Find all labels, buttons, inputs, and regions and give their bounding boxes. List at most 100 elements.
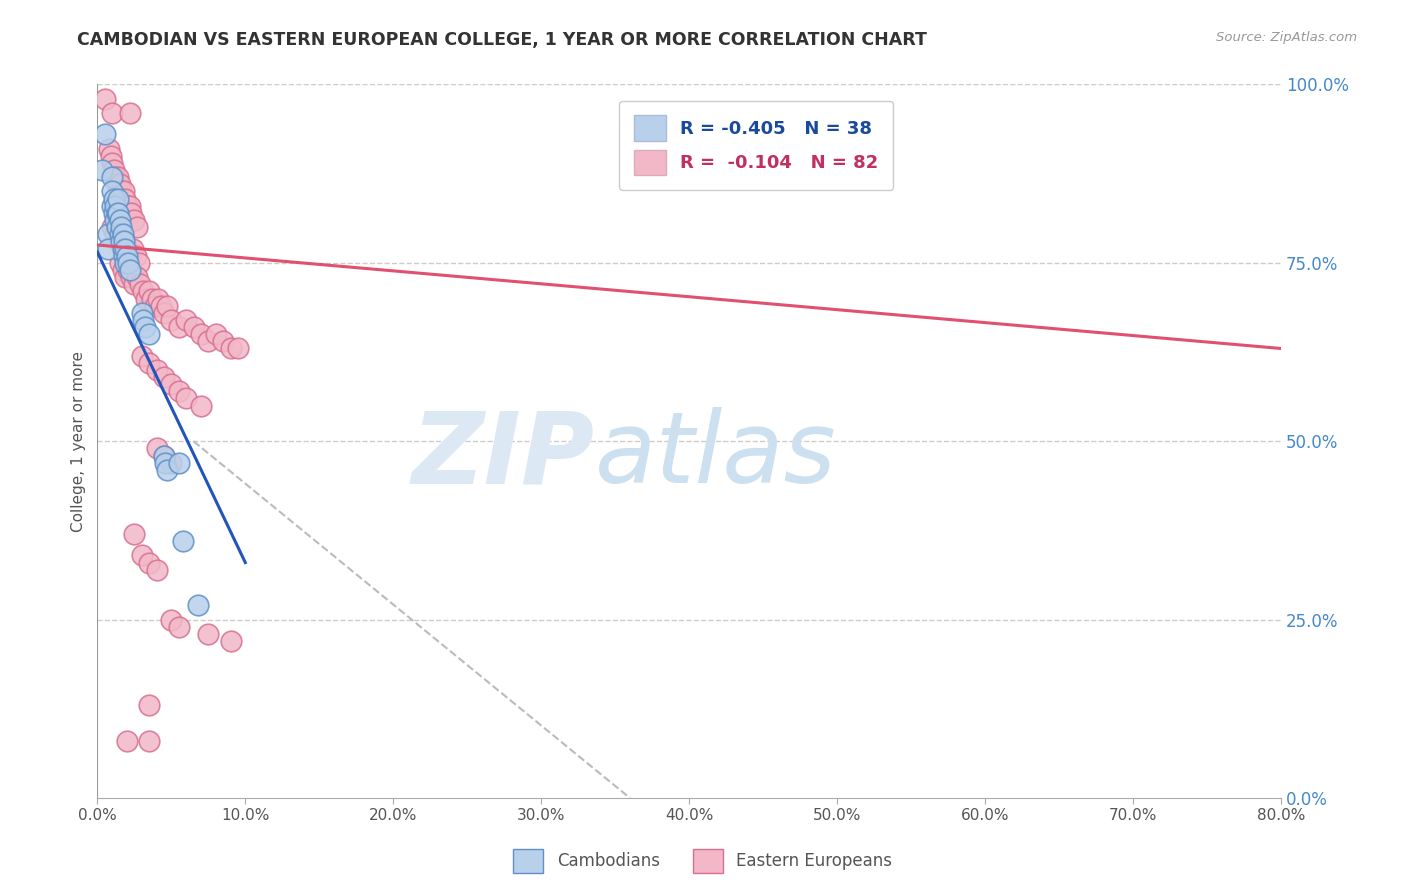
Point xyxy=(105,220,128,235)
Point xyxy=(110,220,132,235)
Point xyxy=(94,92,117,106)
Point xyxy=(167,384,190,399)
Point xyxy=(118,249,141,263)
Point xyxy=(114,242,136,256)
Point xyxy=(145,442,167,456)
Point xyxy=(103,192,125,206)
Point xyxy=(160,456,183,470)
Point xyxy=(107,235,129,249)
Point xyxy=(129,277,152,292)
Point xyxy=(112,235,135,249)
Point xyxy=(107,192,129,206)
Point xyxy=(138,285,160,299)
Point xyxy=(160,613,183,627)
Text: Source: ZipAtlas.com: Source: ZipAtlas.com xyxy=(1216,31,1357,45)
Point xyxy=(108,213,131,227)
Point xyxy=(127,220,149,235)
Point xyxy=(114,192,136,206)
Point xyxy=(108,256,131,270)
Point xyxy=(141,292,163,306)
Point xyxy=(138,327,160,342)
Point xyxy=(138,556,160,570)
Text: CAMBODIAN VS EASTERN EUROPEAN COLLEGE, 1 YEAR OR MORE CORRELATION CHART: CAMBODIAN VS EASTERN EUROPEAN COLLEGE, 1… xyxy=(77,31,927,49)
Point xyxy=(94,128,117,142)
Point xyxy=(104,199,127,213)
Point xyxy=(156,463,179,477)
Point xyxy=(197,627,219,641)
Point xyxy=(118,263,141,277)
Point xyxy=(172,534,194,549)
Point xyxy=(111,242,134,256)
Point xyxy=(120,206,142,220)
Point xyxy=(131,306,153,320)
Point xyxy=(108,178,131,192)
Point xyxy=(131,549,153,563)
Point xyxy=(183,320,205,334)
Point xyxy=(101,106,124,120)
Point xyxy=(197,334,219,349)
Point xyxy=(153,306,176,320)
Point xyxy=(167,320,190,334)
Point xyxy=(155,456,177,470)
Point xyxy=(101,156,124,170)
Point xyxy=(112,185,135,199)
Legend: Cambodians, Eastern Europeans: Cambodians, Eastern Europeans xyxy=(506,842,900,880)
Point xyxy=(115,249,138,263)
Point xyxy=(131,349,153,363)
Point xyxy=(107,170,129,185)
Legend: R = -0.405   N = 38, R =  -0.104   N = 82: R = -0.405 N = 38, R = -0.104 N = 82 xyxy=(619,101,893,190)
Point xyxy=(100,149,122,163)
Point xyxy=(107,206,129,220)
Point xyxy=(115,199,138,213)
Text: atlas: atlas xyxy=(595,407,837,504)
Point xyxy=(101,185,124,199)
Point xyxy=(101,220,124,235)
Point xyxy=(190,327,212,342)
Point xyxy=(212,334,235,349)
Point xyxy=(124,277,146,292)
Point xyxy=(105,206,128,220)
Point xyxy=(149,299,172,313)
Point xyxy=(111,263,134,277)
Point xyxy=(111,227,134,242)
Point xyxy=(117,256,139,270)
Point xyxy=(118,199,141,213)
Point xyxy=(219,342,242,356)
Point xyxy=(121,242,143,256)
Point xyxy=(117,206,139,220)
Point xyxy=(174,313,197,327)
Point xyxy=(190,399,212,413)
Point xyxy=(134,320,156,334)
Point xyxy=(174,392,197,406)
Point xyxy=(160,377,183,392)
Point xyxy=(138,698,160,713)
Point xyxy=(226,342,249,356)
Point xyxy=(90,163,112,178)
Point xyxy=(128,256,150,270)
Point xyxy=(110,227,132,242)
Point xyxy=(110,185,132,199)
Point xyxy=(124,527,146,541)
Point xyxy=(204,327,226,342)
Point xyxy=(138,734,160,748)
Point xyxy=(167,620,190,634)
Point xyxy=(103,206,125,220)
Point xyxy=(125,249,148,263)
Point xyxy=(156,299,179,313)
Point xyxy=(135,292,157,306)
Point xyxy=(124,213,146,227)
Point xyxy=(167,456,190,470)
Point xyxy=(103,163,125,178)
Point xyxy=(138,356,160,370)
Point xyxy=(153,449,176,463)
Point xyxy=(101,199,124,213)
Point xyxy=(143,299,166,313)
Point xyxy=(104,227,127,242)
Point xyxy=(146,292,169,306)
Point xyxy=(115,242,138,256)
Point xyxy=(145,563,167,577)
Point xyxy=(108,227,131,242)
Point xyxy=(117,263,139,277)
Point xyxy=(160,313,183,327)
Point xyxy=(114,270,136,285)
